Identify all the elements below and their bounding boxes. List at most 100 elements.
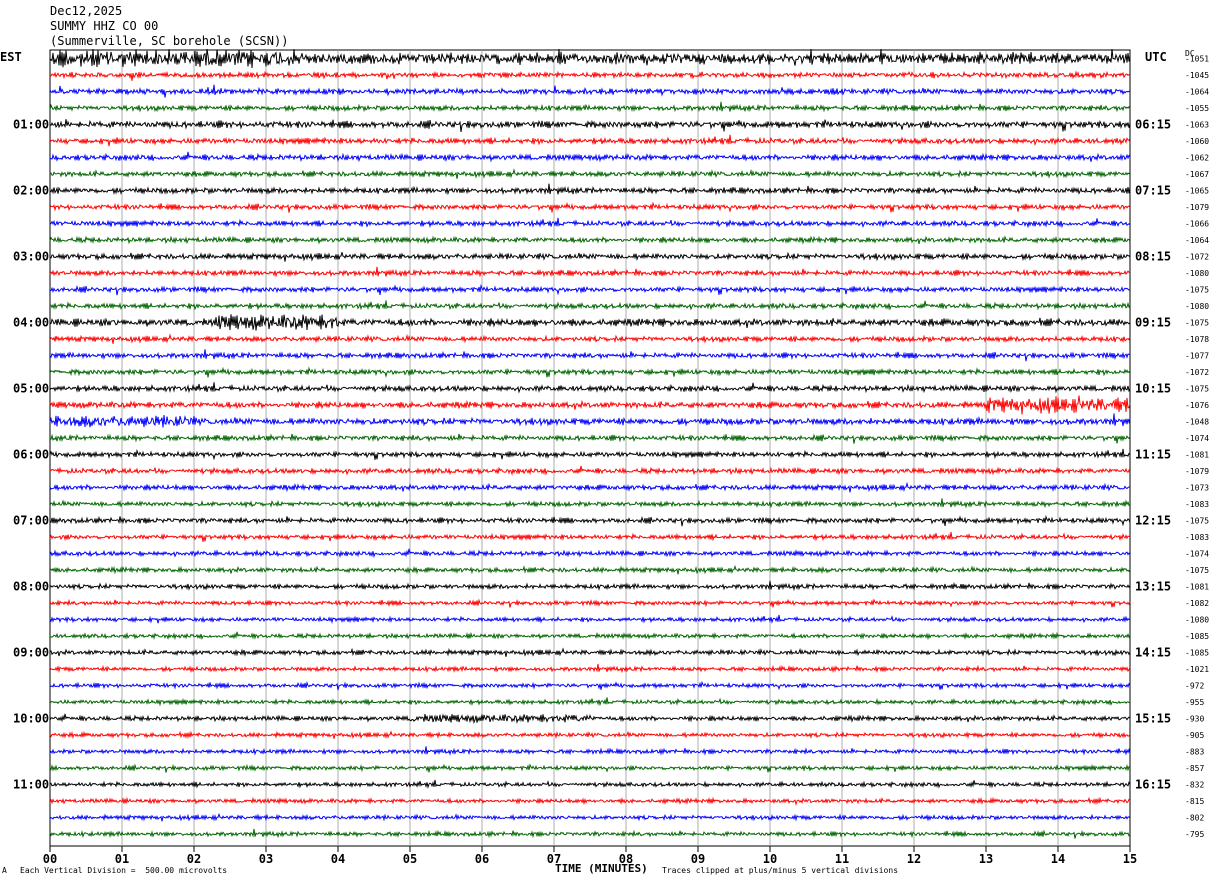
trace-line xyxy=(49,548,1131,558)
right-timezone-label: UTC xyxy=(1145,50,1167,64)
left-hour-label: 09:00 xyxy=(13,646,49,660)
dc-offset-label: -1021 xyxy=(1185,665,1209,674)
x-tick-label: 11 xyxy=(835,852,849,866)
trace-line xyxy=(49,382,1131,394)
left-hour-label: 11:00 xyxy=(13,778,49,792)
trace-line xyxy=(49,498,1131,509)
trace-line xyxy=(49,514,1131,527)
header-location: (Summerville, SC borehole (SCSN)) xyxy=(50,34,289,48)
clip-note: Traces clipped at plus/minus 5 vertical … xyxy=(662,866,899,875)
right-hour-label: 10:15 xyxy=(1135,382,1171,396)
trace-line xyxy=(49,564,1131,575)
dc-offset-label: -1064 xyxy=(1185,88,1209,97)
x-tick-label: 06 xyxy=(475,852,489,866)
dc-offset-label: -1066 xyxy=(1185,220,1209,229)
trace-line xyxy=(49,48,1131,69)
trace-line xyxy=(49,300,1131,311)
dc-offset-label: -1074 xyxy=(1185,550,1209,559)
x-tick-label: 14 xyxy=(1051,852,1065,866)
right-hour-label: 13:15 xyxy=(1135,580,1171,594)
trace-line xyxy=(49,448,1131,461)
trace-line xyxy=(49,746,1131,756)
left-timezone-label: EST xyxy=(0,50,22,64)
x-axis-title: TIME (MINUTES) xyxy=(555,862,648,875)
dc-offset-label: -1045 xyxy=(1185,71,1209,80)
x-tick-label: 12 xyxy=(907,852,921,866)
right-hour-label: 08:15 xyxy=(1135,250,1171,264)
dc-offset-label: -1074 xyxy=(1185,434,1209,443)
dc-offset-label: -795 xyxy=(1185,830,1204,839)
trace-line xyxy=(49,101,1131,113)
trace-line xyxy=(49,201,1131,213)
trace-line xyxy=(49,251,1131,262)
trace-line xyxy=(49,713,1131,725)
dc-offset-label: -857 xyxy=(1185,764,1204,773)
trace-line xyxy=(49,812,1131,822)
trace-line xyxy=(49,266,1131,278)
left-hour-label: 04:00 xyxy=(13,316,49,330)
trace-line xyxy=(50,314,1131,331)
dc-offset-label: -1065 xyxy=(1185,187,1209,196)
dc-offset-label: -1073 xyxy=(1185,484,1209,493)
left-hour-label: 07:00 xyxy=(13,514,49,528)
trace-line xyxy=(49,580,1131,592)
dc-offset-label: -1077 xyxy=(1185,352,1209,361)
plot-frame xyxy=(49,49,1131,847)
right-hour-label: 15:15 xyxy=(1135,712,1171,726)
dc-offset-label: -1081 xyxy=(1185,451,1209,460)
dc-offset-label: -1080 xyxy=(1185,302,1209,311)
x-tick-label: 05 xyxy=(403,852,417,866)
dc-offset-label: -1085 xyxy=(1185,649,1209,658)
dc-offset-label: -1060 xyxy=(1185,137,1209,146)
dc-offset-label: -955 xyxy=(1185,698,1204,707)
dc-offset-label: -1048 xyxy=(1185,418,1209,427)
footer-mark: A xyxy=(2,866,7,875)
dc-offset-label: -930 xyxy=(1185,715,1204,724)
right-hour-label: 07:15 xyxy=(1135,184,1171,198)
left-hour-label: 03:00 xyxy=(13,250,49,264)
trace-line xyxy=(49,465,1131,476)
trace-line xyxy=(49,828,1131,839)
right-hour-label: 12:15 xyxy=(1135,514,1171,528)
left-hour-label: 02:00 xyxy=(13,184,49,198)
left-hour-label: 01:00 xyxy=(13,118,49,132)
x-tick-label: 07 xyxy=(547,852,561,866)
trace-line xyxy=(49,134,1131,147)
x-tick-label: 04 xyxy=(331,852,345,866)
dc-offset-label: -1083 xyxy=(1185,533,1209,542)
trace-line xyxy=(49,119,1131,132)
x-tick-label: 01 xyxy=(115,852,129,866)
dc-offset-label: -1079 xyxy=(1185,467,1209,476)
trace-line xyxy=(49,366,1131,378)
trace-line xyxy=(49,333,1131,344)
x-tick-label: 09 xyxy=(691,852,705,866)
dc-offset-label: -1075 xyxy=(1185,385,1209,394)
dc-header: DC xyxy=(1185,49,1195,58)
trace-line xyxy=(49,183,1131,196)
dc-offset-label: -1085 xyxy=(1185,632,1209,641)
trace-line xyxy=(49,168,1131,179)
dc-offset-label: -1079 xyxy=(1185,203,1209,212)
x-tick-label: 03 xyxy=(259,852,273,866)
dc-offset-label: -1081 xyxy=(1185,583,1209,592)
trace-line xyxy=(49,598,1131,608)
trace-line xyxy=(49,631,1131,641)
dc-offset-label: -802 xyxy=(1185,814,1204,823)
header-station: SUMMY HHZ CO 00 xyxy=(50,19,159,33)
trace-line xyxy=(49,779,1131,789)
trace-line xyxy=(49,763,1131,773)
header-date: Dec12,2025 xyxy=(50,4,123,18)
dc-offset-label: -1063 xyxy=(1185,121,1209,130)
scale-note: Each Vertical Division = 500.00 microvol… xyxy=(20,866,228,875)
dc-offset-label: -1075 xyxy=(1185,319,1209,328)
trace-line xyxy=(49,283,1131,296)
trace-line xyxy=(49,70,1131,81)
dc-offset-label: -1075 xyxy=(1185,566,1209,575)
dc-offset-label: -883 xyxy=(1185,748,1204,757)
right-hour-label: 06:15 xyxy=(1135,118,1171,132)
dc-offset-label: -815 xyxy=(1185,797,1204,806)
trace-line xyxy=(49,796,1131,806)
dc-offset-label: -1055 xyxy=(1185,104,1209,113)
trace-line xyxy=(49,413,1131,428)
right-hour-label: 09:15 xyxy=(1135,316,1171,330)
